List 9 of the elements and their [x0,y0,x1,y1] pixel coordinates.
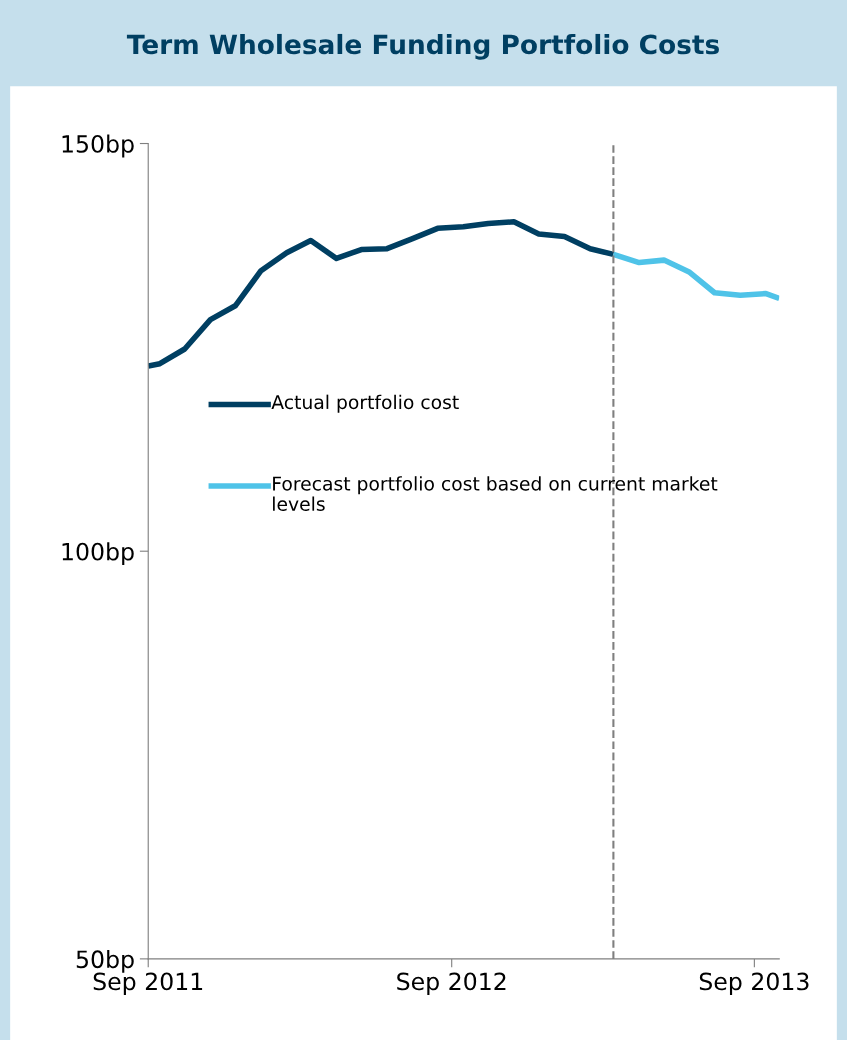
y-tick-label: 50bp [76,949,134,973]
x-tick-label: Sep 2012 [397,972,506,995]
y-tick-label: 150bp [62,134,134,158]
y-tick-label: 100bp [62,542,134,566]
x-tick-label: Sep 2011 [93,972,203,995]
legend-label: Actual portfolio cost [271,394,459,413]
legend-label: Forecast portfolio cost based on current market levels [273,476,718,511]
x-tick-label: Sep 2013 [699,972,809,995]
chart-title: Term Wholesale Funding Portfolio Costs [126,33,719,60]
